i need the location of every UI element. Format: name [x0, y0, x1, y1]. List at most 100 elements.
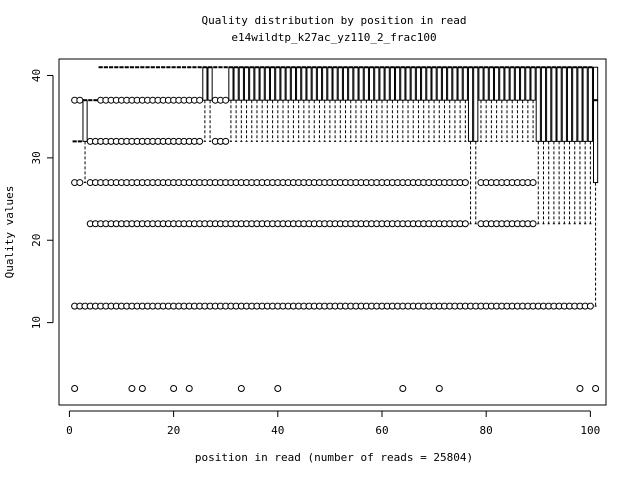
box-iqr: [566, 66, 573, 142]
x-tick-label: 20: [167, 424, 180, 437]
box-iqr: [530, 66, 536, 101]
box-position-74: [452, 66, 458, 142]
box-iqr: [556, 66, 562, 142]
y-tick-label: 30: [30, 151, 43, 164]
x-tick-label: 100: [580, 424, 600, 437]
box-iqr: [572, 66, 578, 142]
outlier-point: [592, 385, 600, 393]
box-position-43: [290, 66, 297, 142]
outlier-point: [237, 385, 245, 393]
box-position-49: [322, 66, 328, 142]
outlier-point: [196, 137, 204, 145]
box-iqr: [254, 66, 260, 101]
box-position-99: [582, 66, 588, 225]
box-position-81: [488, 66, 494, 142]
box-iqr: [447, 66, 453, 101]
y-tick-label: 20: [30, 234, 43, 247]
box-position-87: [520, 66, 526, 142]
x-tick-label: 40: [271, 424, 284, 437]
box-iqr: [504, 66, 510, 101]
outlier-point: [138, 385, 146, 393]
box-iqr: [243, 66, 250, 101]
box-position-88: [525, 66, 531, 142]
box-position-62: [389, 66, 395, 142]
box-position-76: [462, 66, 468, 142]
box-iqr: [233, 66, 239, 101]
outlier-point: [76, 96, 84, 104]
box-iqr: [462, 66, 468, 101]
box-iqr: [405, 66, 411, 101]
chart-subtitle: e14wildtp_k27ac_yz110_2_frac100: [231, 31, 436, 44]
x-axis-label: position in read (number of reads = 2580…: [195, 451, 473, 464]
box-iqr: [264, 66, 270, 101]
box-position-60: [379, 66, 385, 142]
box-position-58: [368, 66, 375, 142]
box-iqr: [395, 66, 401, 101]
outlier-point: [185, 385, 193, 393]
box-position-57: [363, 66, 369, 142]
box-iqr: [301, 66, 307, 101]
box-iqr: [499, 66, 505, 101]
box-position-90: [535, 66, 541, 225]
box-iqr: [483, 66, 489, 101]
outlier-point: [529, 179, 537, 187]
box-iqr: [353, 66, 359, 101]
box-position-27: [207, 66, 213, 142]
box-position-59: [374, 66, 380, 142]
outlier-point: [71, 385, 79, 393]
box-iqr: [488, 66, 494, 101]
x-tick-label: 60: [375, 424, 388, 437]
box-iqr: [311, 66, 317, 101]
box-position-56: [358, 66, 364, 142]
box-iqr: [561, 66, 567, 142]
box-iqr: [280, 66, 286, 101]
box-position-55: [353, 66, 359, 142]
box-position-92: [546, 66, 552, 225]
outlier-point: [461, 179, 469, 187]
box-iqr: [374, 66, 380, 101]
y-axis-label: Quality values: [3, 186, 16, 279]
box-position-38: [264, 66, 270, 142]
box-position-31: [228, 66, 234, 142]
box-iqr: [410, 66, 416, 101]
box-iqr: [509, 66, 515, 101]
box-position-93: [551, 66, 557, 225]
box-iqr: [546, 66, 552, 142]
box-position-42: [285, 66, 291, 142]
box-iqr: [494, 66, 500, 101]
y-axis: 10 20 30 40: [30, 69, 54, 329]
outlier-point: [274, 385, 282, 393]
box-position-71: [436, 66, 442, 142]
box-position-44: [296, 66, 302, 142]
box-position-40: [275, 66, 281, 142]
box-position-69: [426, 66, 432, 142]
box-position-100: [587, 66, 593, 225]
x-tick-label: 0: [66, 424, 73, 437]
box-position-26: [202, 66, 208, 142]
box-position-95: [561, 66, 567, 225]
outlier-point: [399, 385, 407, 393]
box-iqr: [384, 66, 390, 101]
box-position-96: [566, 66, 573, 225]
box-iqr: [478, 66, 484, 101]
box-position-91: [540, 66, 547, 225]
box-iqr: [441, 66, 448, 101]
chart-title: Quality distribution by position in read: [202, 14, 467, 27]
box-iqr: [525, 66, 531, 101]
box-position-50: [327, 66, 333, 142]
box-iqr: [316, 66, 323, 101]
box-iqr: [249, 66, 255, 101]
box-position-54: [348, 66, 354, 142]
box-iqr: [514, 66, 521, 101]
box-iqr: [421, 66, 427, 101]
box-position-41: [280, 66, 286, 142]
box-iqr: [228, 66, 234, 101]
box-position-65: [405, 66, 411, 142]
box-position-51: [332, 66, 338, 142]
box-position-66: [410, 66, 416, 142]
y-tick-label: 10: [30, 316, 43, 329]
box-position-36: [254, 66, 260, 142]
box-iqr: [551, 66, 557, 142]
box-position-89: [530, 66, 536, 142]
